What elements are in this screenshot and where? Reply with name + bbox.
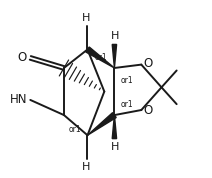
Text: H: H xyxy=(82,162,90,172)
Polygon shape xyxy=(112,115,117,139)
Text: or1: or1 xyxy=(69,125,82,134)
Text: O: O xyxy=(144,57,153,70)
Text: O: O xyxy=(18,51,27,64)
Text: or1: or1 xyxy=(120,76,133,85)
Text: H: H xyxy=(111,142,119,152)
Text: O: O xyxy=(144,104,153,117)
Polygon shape xyxy=(86,47,114,68)
Text: H: H xyxy=(82,13,90,23)
Text: HN: HN xyxy=(10,93,27,106)
Polygon shape xyxy=(112,44,117,68)
Text: or1: or1 xyxy=(95,53,108,62)
Text: or1: or1 xyxy=(120,100,133,109)
Text: H: H xyxy=(111,31,119,41)
Polygon shape xyxy=(88,113,116,135)
